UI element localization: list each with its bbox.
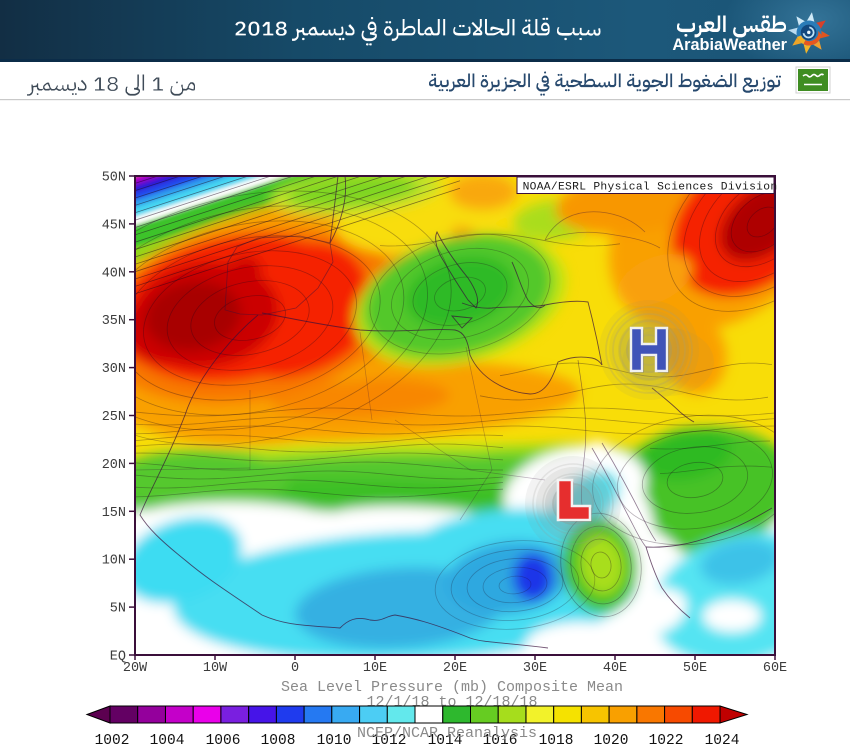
svg-text:60E: 60E	[763, 661, 787, 676]
svg-text:1004: 1004	[150, 733, 185, 749]
svg-text:20W: 20W	[123, 661, 148, 676]
svg-text:10E: 10E	[363, 661, 387, 676]
svg-text:40N: 40N	[102, 266, 126, 281]
svg-text:1014: 1014	[428, 733, 463, 749]
svg-text:30N: 30N	[102, 362, 126, 377]
svg-text:10N: 10N	[102, 554, 126, 569]
svg-text:0: 0	[291, 661, 299, 676]
svg-text:20N: 20N	[102, 458, 126, 473]
svg-text:45N: 45N	[102, 218, 126, 233]
svg-text:EQ: EQ	[110, 650, 126, 665]
svg-text:1006: 1006	[206, 733, 241, 749]
svg-text:1010: 1010	[317, 733, 352, 749]
svg-text:50E: 50E	[683, 661, 707, 676]
svg-text:40E: 40E	[603, 661, 627, 676]
svg-text:1016: 1016	[483, 733, 518, 749]
svg-text:Sea Level Pressure (mb) Compos: Sea Level Pressure (mb) Composite Mean	[281, 679, 623, 696]
svg-text:NCEP/NCAR Reanalysis: NCEP/NCAR Reanalysis	[357, 725, 537, 742]
svg-text:20E: 20E	[443, 661, 467, 676]
svg-text:5N: 5N	[110, 602, 126, 617]
svg-text:25N: 25N	[102, 410, 126, 425]
svg-text:1018: 1018	[539, 733, 574, 749]
svg-text:1024: 1024	[705, 733, 740, 749]
svg-text:1002: 1002	[95, 733, 130, 749]
svg-text:NOAA/ESRL Physical Sciences Di: NOAA/ESRL Physical Sciences Division	[523, 182, 778, 194]
svg-text:1020: 1020	[594, 733, 629, 749]
svg-text:10W: 10W	[203, 661, 228, 676]
svg-text:35N: 35N	[102, 314, 126, 329]
svg-text:1022: 1022	[649, 733, 684, 749]
svg-text:1012: 1012	[372, 733, 407, 749]
svg-text:50N: 50N	[102, 171, 126, 186]
svg-text:ArabiaWeather: ArabiaWeather	[672, 36, 787, 54]
svg-text:30E: 30E	[523, 661, 547, 676]
svg-text:15N: 15N	[102, 506, 126, 521]
svg-text:1008: 1008	[261, 733, 296, 749]
